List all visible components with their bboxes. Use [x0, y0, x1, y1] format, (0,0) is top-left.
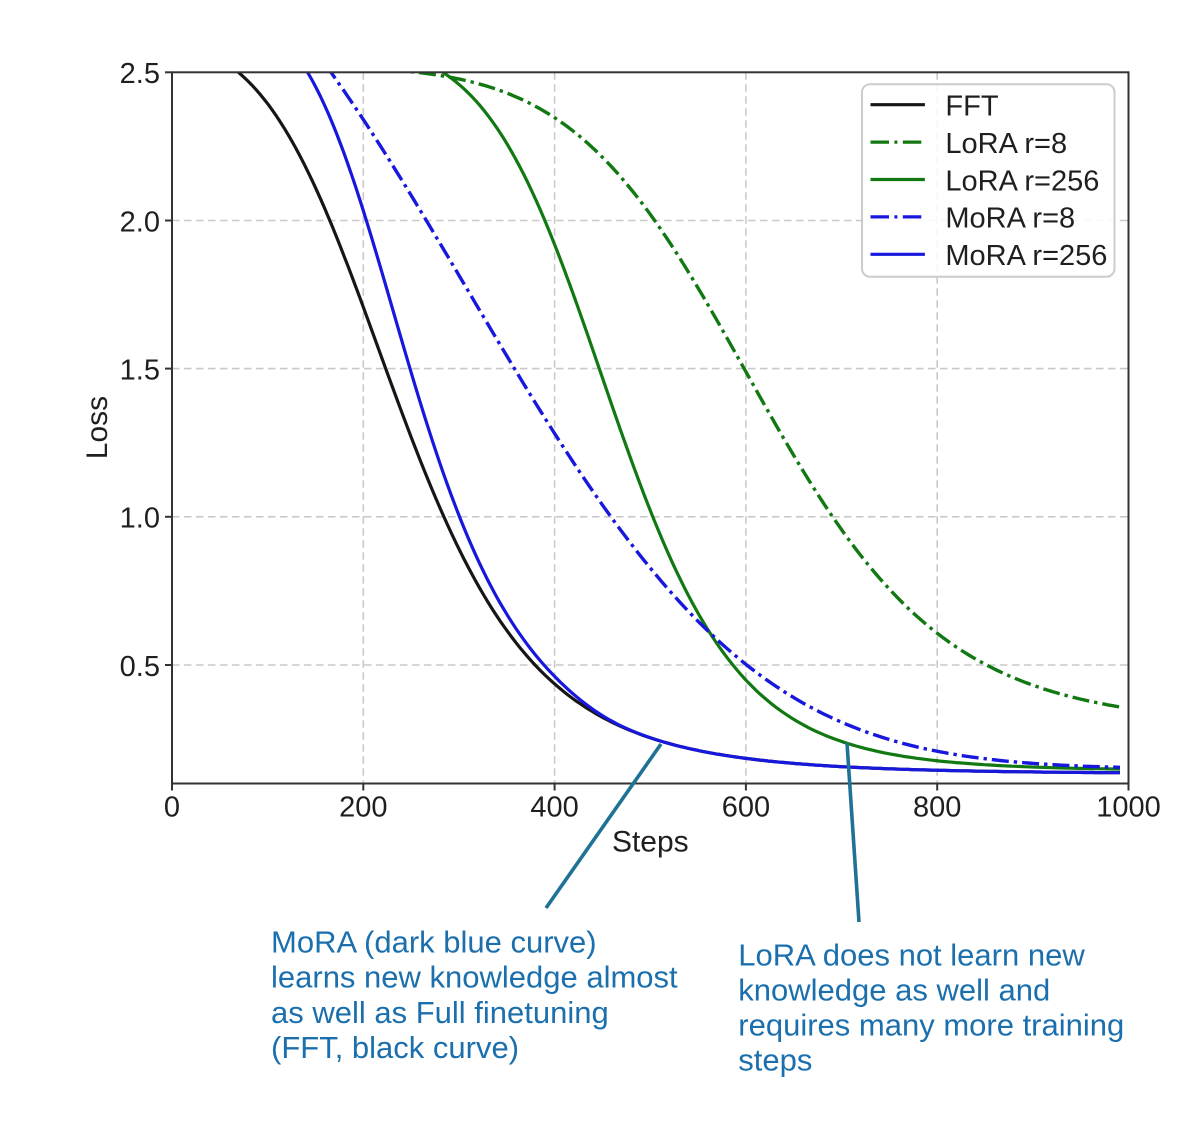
svg-text:1000: 1000: [1096, 792, 1161, 824]
svg-text:Steps: Steps: [612, 826, 689, 859]
svg-text:2.0: 2.0: [120, 206, 160, 238]
svg-text:600: 600: [722, 792, 770, 824]
svg-text:Loss: Loss: [81, 396, 114, 459]
svg-text:knowledge as well and: knowledge as well and: [738, 973, 1050, 1008]
svg-text:400: 400: [530, 792, 578, 824]
svg-text:LoRA r=8: LoRA r=8: [945, 128, 1067, 160]
svg-text:(FFT, black curve): (FFT, black curve): [271, 1030, 519, 1065]
svg-text:LoRA r=256: LoRA r=256: [945, 165, 1099, 197]
svg-text:FFT: FFT: [945, 91, 998, 123]
svg-text:steps: steps: [738, 1043, 812, 1078]
svg-text:learns new knowledge almost: learns new knowledge almost: [271, 960, 678, 995]
svg-text:requires many more training: requires many more training: [738, 1008, 1124, 1043]
svg-text:800: 800: [913, 792, 961, 824]
svg-text:1.5: 1.5: [120, 354, 160, 386]
svg-text:as well as Full finetuning: as well as Full finetuning: [271, 995, 609, 1030]
svg-text:0.5: 0.5: [120, 651, 160, 683]
svg-text:MoRA r=256: MoRA r=256: [945, 240, 1107, 272]
svg-text:1.0: 1.0: [120, 503, 160, 535]
svg-text:MoRA (dark blue curve): MoRA (dark blue curve): [271, 925, 597, 960]
svg-text:200: 200: [339, 792, 387, 824]
svg-text:0: 0: [164, 792, 180, 824]
svg-text:MoRA r=8: MoRA r=8: [945, 203, 1075, 235]
svg-text:2.5: 2.5: [120, 58, 160, 90]
svg-text:LoRA does not learn new: LoRA does not learn new: [738, 938, 1085, 973]
